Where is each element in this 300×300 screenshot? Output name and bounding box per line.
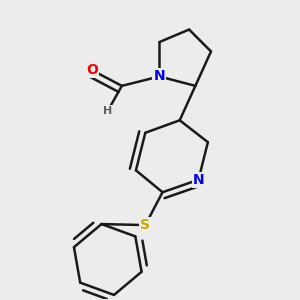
Text: H: H [103,106,112,116]
Text: N: N [193,173,204,187]
Text: O: O [86,63,98,77]
Text: N: N [154,70,165,83]
Text: S: S [140,218,150,232]
